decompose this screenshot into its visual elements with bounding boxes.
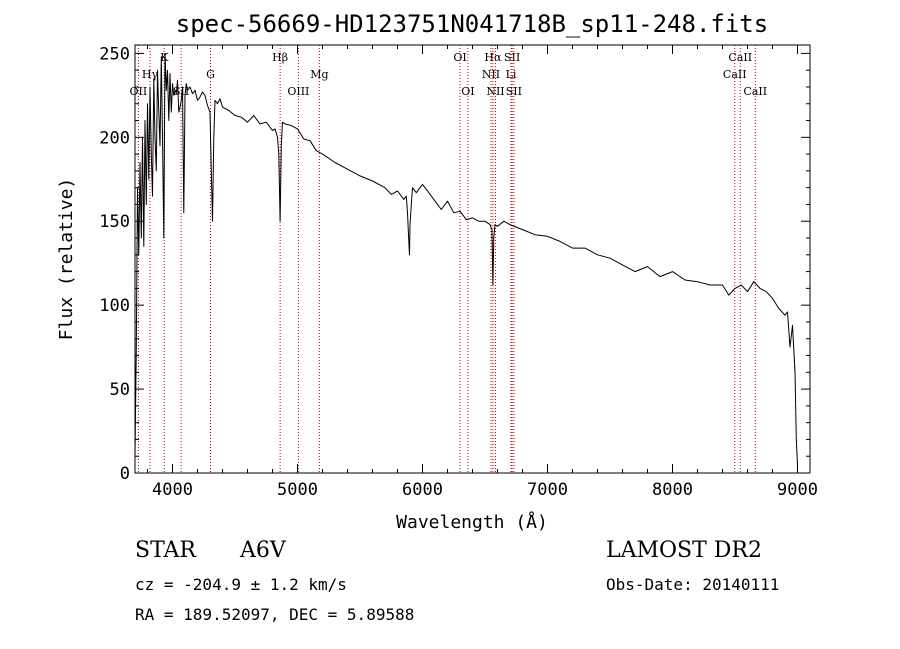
line-label: SII: [504, 51, 520, 64]
line-label: OII: [130, 85, 148, 98]
redshift-cz: cz = -204.9 ± 1.2 km/s: [135, 575, 347, 594]
y-tick-label: 200: [99, 128, 130, 148]
x-tick-label: 8000: [652, 480, 693, 500]
y-tick-label: 0: [120, 464, 130, 484]
line-label: Hα: [484, 51, 502, 64]
line-label: Hβ: [272, 51, 288, 64]
line-label: Mg: [310, 68, 328, 81]
line-label: OI: [453, 51, 466, 64]
line-label: NII: [486, 85, 504, 98]
x-tick-label: 7000: [527, 480, 568, 500]
obs-date: Obs-Date: 20140111: [606, 575, 780, 594]
line-label: CaII: [728, 51, 752, 64]
y-tick-label: 150: [99, 212, 130, 232]
x-tick-label: 5000: [277, 480, 318, 500]
y-tick-label: 250: [99, 44, 130, 64]
x-axis: 4000 5000 6000 7000 8000 9000: [147, 45, 818, 500]
object-class: STAR: [135, 538, 196, 563]
spectral-line-markers: OIIHγKSIIGHβOIIIMgOIOIHαNIINIISIILiSIICa…: [130, 45, 767, 473]
chart-title: spec-56669-HD123751N041718B_sp11-248.fit…: [176, 10, 768, 38]
line-label: SII: [506, 85, 522, 98]
y-axis: 0 50 100 150 200 250: [99, 44, 810, 484]
series-line-flux: [134, 52, 798, 465]
line-label: Li: [506, 68, 517, 81]
survey-name: LAMOST DR2: [606, 538, 762, 563]
line-label: CaII: [743, 85, 767, 98]
line-label: OI: [461, 85, 474, 98]
ra-dec: RA = 189.52097, DEC = 5.89588: [135, 605, 415, 624]
line-label: G: [206, 68, 215, 81]
line-label: OIII: [287, 85, 309, 98]
x-tick-label: 4000: [152, 480, 193, 500]
plot-frame: [134, 44, 811, 474]
line-label: Hγ: [142, 68, 159, 81]
x-axis-label: Wavelength (Å): [396, 511, 548, 533]
x-tick-label: 6000: [402, 480, 443, 500]
y-tick-label: 50: [110, 380, 130, 400]
object-subclass: A6V: [240, 538, 286, 563]
y-tick-label: 100: [99, 296, 130, 316]
line-label: CaII: [723, 68, 747, 81]
y-axis-label: Flux (relative): [56, 178, 77, 341]
flux-series: [134, 52, 798, 465]
line-label: NII: [482, 68, 500, 81]
x-tick-label: 9000: [777, 480, 818, 500]
